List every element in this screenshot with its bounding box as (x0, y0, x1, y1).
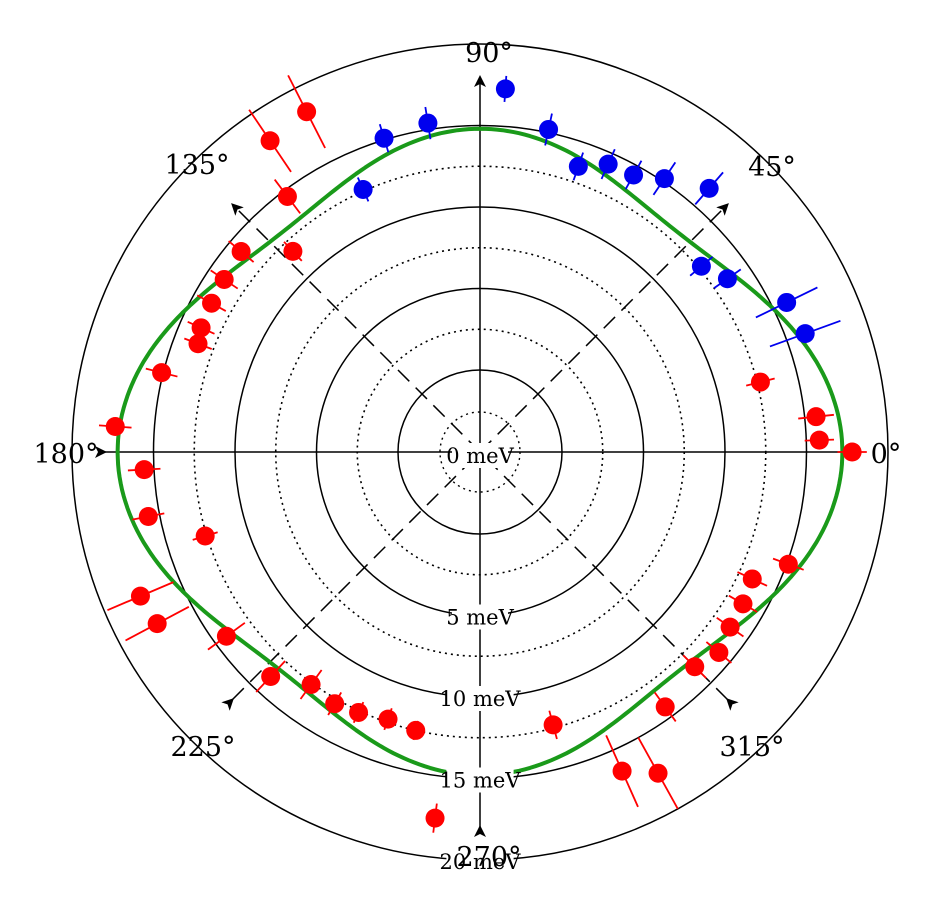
red-data-point (406, 720, 426, 740)
ring-label-bg (446, 767, 514, 793)
red-data-point (216, 626, 236, 646)
red-data-point (806, 407, 826, 427)
blue-data-point (699, 178, 719, 198)
data-points-group (98, 74, 867, 833)
red-data-point (105, 416, 125, 436)
red-data-point (283, 241, 303, 261)
red-data-point (191, 318, 211, 338)
blue-data-point (598, 154, 618, 174)
fit-curve (115, 126, 845, 778)
angle-label: 135° (164, 150, 229, 181)
red-data-point (655, 697, 675, 717)
blue-data-point (418, 113, 438, 133)
red-data-point (231, 242, 251, 262)
red-data-point (301, 674, 321, 694)
red-data-point (277, 186, 297, 206)
ring-label-bg (446, 849, 514, 874)
blue-data-point (353, 179, 373, 199)
blue-data-point (777, 292, 797, 312)
blue-data-point (795, 324, 815, 344)
red-data-point (648, 763, 668, 783)
red-data-point (425, 808, 445, 828)
red-data-point (720, 617, 740, 637)
red-data-point (612, 761, 632, 781)
ring-label-bg (452, 604, 508, 630)
labels-group: 0 meV 5 meV 10 meV 15 meV 20 meV 0° 45° 90° 135°… (33, 38, 901, 874)
red-data-point (138, 506, 158, 526)
blue-data-point (374, 128, 394, 148)
red-data-point (147, 614, 167, 634)
red-data-point (134, 460, 154, 480)
red-data-point (130, 586, 150, 606)
blue-data-point (539, 119, 559, 139)
red-data-point (297, 102, 317, 122)
red-data-point (260, 131, 280, 151)
angle-label: 180° (33, 439, 98, 470)
ring-label-bg (446, 686, 514, 711)
red-data-point (261, 666, 281, 686)
ring-label: 5 meV (446, 606, 514, 630)
red-data-point (214, 269, 234, 289)
blue-data-point (495, 79, 515, 99)
red-data-point (543, 715, 563, 735)
red-data-point (202, 293, 222, 313)
angle-label: 315° (719, 732, 784, 763)
red-data-point (188, 334, 208, 354)
red-data-point (733, 594, 753, 614)
blue-data-point (624, 165, 644, 185)
red-data-point (742, 569, 762, 589)
red-data-point (809, 430, 829, 450)
red-data-point (325, 694, 345, 714)
angle-label: 225° (170, 732, 235, 763)
angle-label: 270° (456, 842, 521, 873)
blue-data-point (568, 156, 588, 176)
red-data-point (685, 657, 705, 677)
ring-label: 10 meV (440, 687, 522, 711)
red-data-point (152, 363, 172, 383)
red-data-point (778, 554, 798, 574)
red-data-point (349, 702, 369, 722)
red-data-point (195, 526, 215, 546)
blue-data-point (691, 256, 711, 276)
ring-label: 20 meV (440, 850, 522, 874)
angle-label: 90° (465, 38, 513, 69)
ring-label: 0 meV (446, 444, 514, 468)
red-data-point (842, 442, 862, 462)
red-data-point (750, 372, 770, 392)
angle-label: 0° (871, 439, 902, 470)
blue-data-point (654, 169, 674, 189)
angle-label: 45° (748, 152, 796, 183)
red-data-point (709, 642, 729, 662)
fit-curve-group (115, 126, 845, 778)
ring-label: 15 meV (440, 769, 522, 793)
ring-label-bg (452, 443, 508, 468)
blue-data-point (717, 269, 737, 289)
red-data-point (378, 709, 398, 729)
